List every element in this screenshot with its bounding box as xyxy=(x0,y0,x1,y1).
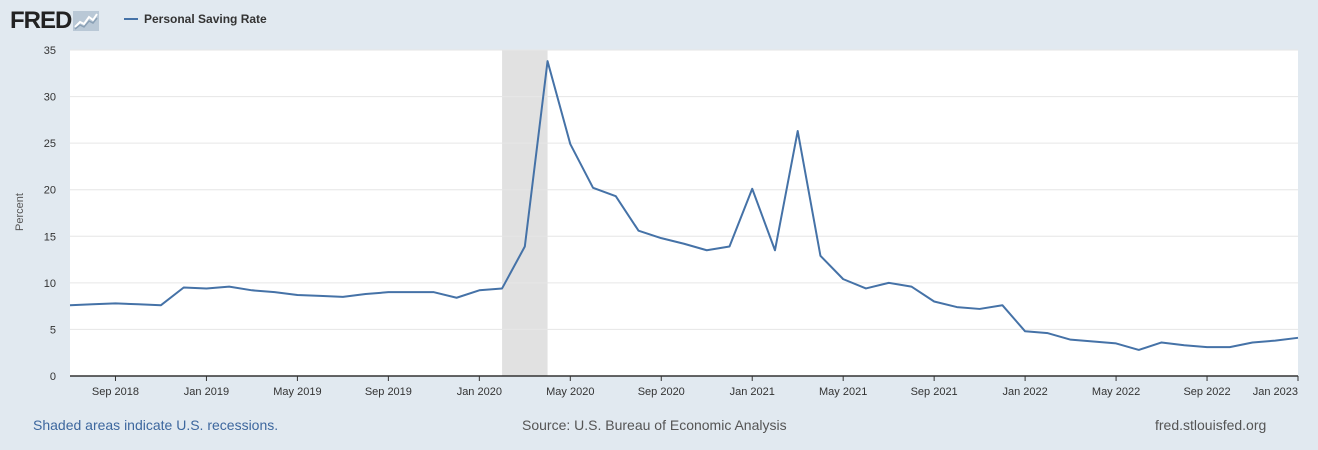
y-tick-label: 10 xyxy=(44,278,56,290)
fred-graph-icon xyxy=(73,11,100,31)
x-tick-label: Sep 2018 xyxy=(92,386,139,398)
fred-logo[interactable]: FRED xyxy=(10,7,100,34)
x-tick-label: Sep 2020 xyxy=(638,386,685,398)
site-link[interactable]: fred.stlouisfed.org xyxy=(1155,417,1267,433)
y-axis-label: Percent xyxy=(14,193,26,231)
x-tick-label: May 2021 xyxy=(819,386,867,398)
line-chart: 0 5 10 15 20 25 30 35 Sep 2018 Jan 2019 May 2019 S… xyxy=(14,45,1299,398)
y-tick-label: 15 xyxy=(44,231,56,243)
plot-background xyxy=(70,50,1298,376)
x-tick-label: May 2020 xyxy=(546,386,594,398)
y-tick-label: 25 xyxy=(44,138,56,150)
recession-band xyxy=(502,50,548,376)
y-tick-label: 20 xyxy=(44,185,56,197)
y-tick-label: 5 xyxy=(50,324,56,336)
fred-logo-text: FRED xyxy=(10,7,72,34)
y-tick-label: 30 xyxy=(44,92,56,104)
chart-legend: Personal Saving Rate xyxy=(124,12,267,26)
y-tick-label: 0 xyxy=(50,371,56,383)
x-tick-label: Jan 2019 xyxy=(184,386,229,398)
x-tick-label: Jan 2023 xyxy=(1253,386,1298,398)
source-note: Source: U.S. Bureau of Economic Analysis xyxy=(522,417,787,433)
legend-series-label: Personal Saving Rate xyxy=(144,12,267,26)
x-tick-label: Jan 2020 xyxy=(457,386,502,398)
x-tick-label: Jan 2021 xyxy=(730,386,775,398)
series-line-personal-saving-rate[interactable] xyxy=(69,60,1299,351)
recession-note-link[interactable]: Shaded areas indicate U.S. recessions. xyxy=(33,417,279,433)
x-tick-label: Sep 2022 xyxy=(1183,386,1230,398)
y-tick-label: 35 xyxy=(44,45,56,57)
x-tick-label: Jan 2022 xyxy=(1002,386,1047,398)
x-tick-label: May 2022 xyxy=(1092,386,1140,398)
x-tick-label: Sep 2021 xyxy=(911,386,958,398)
x-tick-label: Sep 2019 xyxy=(365,386,412,398)
x-tick-label: May 2019 xyxy=(273,386,321,398)
legend-line-swatch xyxy=(124,18,138,20)
